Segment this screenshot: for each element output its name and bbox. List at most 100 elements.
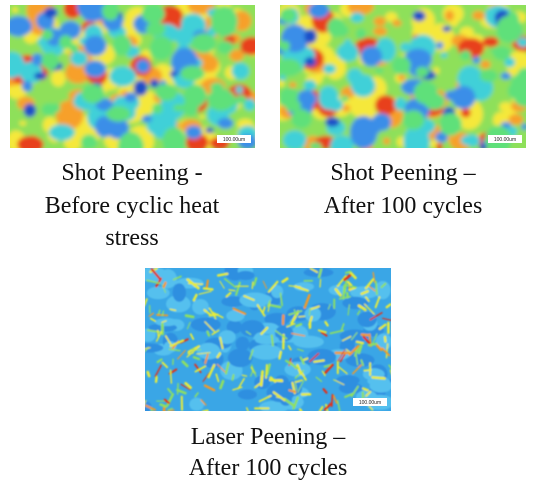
texture [147, 287, 170, 300]
texture [266, 383, 294, 402]
texture [84, 60, 106, 77]
texture [69, 44, 78, 53]
texture [460, 50, 471, 60]
texture [146, 22, 166, 36]
texture [323, 64, 336, 74]
texture [304, 29, 317, 43]
texture [173, 283, 186, 302]
texture [178, 384, 179, 394]
texture [41, 52, 59, 70]
scale-label: 100.00um [223, 137, 245, 143]
texture [509, 114, 524, 125]
texture [134, 80, 148, 96]
texture [180, 66, 204, 81]
texture [373, 27, 387, 36]
texture [152, 103, 163, 113]
texture [359, 116, 371, 129]
texture [41, 103, 56, 115]
caption-line: After 100 cycles [189, 455, 348, 481]
texture [70, 51, 88, 66]
texture [445, 90, 462, 100]
texture [102, 1, 119, 20]
texture [375, 95, 397, 115]
texture [383, 138, 390, 145]
texture [162, 127, 186, 155]
texture [203, 411, 207, 412]
texture [309, 142, 321, 150]
scale-label: 100.00um [359, 400, 381, 406]
texture [112, 34, 130, 55]
texture [12, 7, 18, 13]
texture [285, 99, 302, 111]
texture [351, 74, 376, 97]
texture [392, 20, 401, 27]
caption-line: Before cyclic heat [45, 193, 220, 219]
texture [472, 11, 485, 20]
texture [283, 130, 306, 150]
texture [277, 80, 285, 87]
texture [170, 71, 178, 77]
texture [22, 81, 33, 92]
texture [81, 135, 98, 150]
texture [266, 365, 267, 378]
texture [464, 135, 481, 147]
texture [328, 99, 343, 112]
texture [376, 282, 377, 294]
texture [445, 10, 454, 21]
texture [155, 318, 178, 326]
scale-label: 100.00um [494, 137, 516, 143]
texture [275, 59, 301, 77]
texture [480, 60, 490, 68]
texture [32, 53, 44, 65]
texture [170, 309, 175, 310]
texture [436, 143, 443, 150]
texture [238, 390, 257, 400]
texture [183, 99, 199, 116]
texture [472, 56, 480, 63]
texture [229, 290, 235, 291]
texture [297, 324, 302, 326]
texture [499, 102, 512, 112]
caption-line: Shot Peening – [330, 160, 476, 186]
texture [24, 103, 37, 117]
texture [325, 117, 340, 127]
texture [185, 125, 201, 139]
texture [124, 92, 136, 102]
caption-line: Laser Peening – [191, 424, 347, 450]
texture [142, 115, 153, 122]
texture [517, 38, 529, 48]
texture [480, 70, 498, 82]
texture [42, 30, 53, 41]
texture [424, 93, 445, 110]
texture [186, 316, 193, 317]
texture [84, 35, 107, 56]
texture [170, 370, 171, 383]
texture [240, 37, 262, 55]
texture [191, 318, 221, 332]
texture [360, 46, 382, 66]
texture [289, 82, 296, 88]
texture [314, 360, 324, 361]
texture [342, 297, 368, 309]
texture [150, 36, 173, 60]
texture [118, 132, 144, 163]
texture [299, 316, 305, 317]
texture [398, 74, 405, 81]
surface-map [268, 0, 536, 157]
texture [357, 342, 363, 343]
texture [327, 17, 345, 37]
texture [221, 100, 232, 109]
texture [272, 336, 273, 346]
texture [346, 272, 350, 273]
texture [242, 375, 246, 376]
caption-line: After 100 cycles [324, 193, 483, 219]
figure: 100.00um 100.00um 100.00um Shot Peening … [0, 0, 536, 483]
texture [204, 288, 213, 289]
texture [280, 352, 281, 358]
caption-line: stress [105, 225, 158, 251]
texture [217, 41, 233, 54]
texture [342, 105, 350, 112]
texture [279, 41, 290, 51]
surface-map [132, 261, 400, 421]
texture [403, 110, 425, 130]
